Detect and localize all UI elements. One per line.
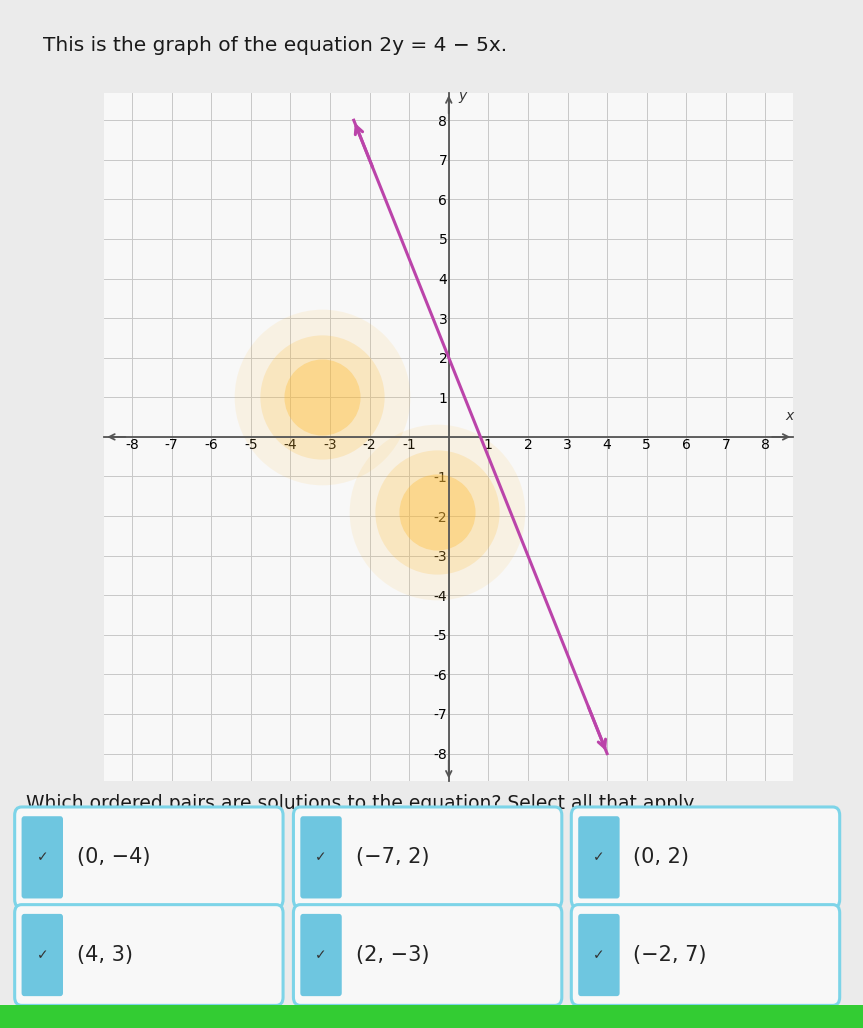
Text: (0, 2): (0, 2) [633, 847, 690, 868]
Text: ✓: ✓ [315, 850, 327, 865]
Text: y: y [458, 89, 467, 104]
Point [430, 504, 444, 520]
Text: (−2, 7): (−2, 7) [633, 945, 707, 965]
Point [430, 504, 444, 520]
Text: This is the graph of the equation 2y = 4 − 5x.: This is the graph of the equation 2y = 4… [43, 36, 507, 54]
Text: ✓: ✓ [593, 948, 605, 962]
Point [430, 504, 444, 520]
Text: ✓: ✓ [593, 850, 605, 865]
Point [315, 389, 329, 405]
Text: (4, 3): (4, 3) [77, 945, 133, 965]
Text: x: x [785, 409, 793, 424]
Text: ✓: ✓ [315, 948, 327, 962]
Point [315, 389, 329, 405]
Text: (0, −4): (0, −4) [77, 847, 150, 868]
Text: ✓: ✓ [36, 948, 48, 962]
Text: Which ordered pairs are solutions to the equation? Select all that apply.: Which ordered pairs are solutions to the… [26, 794, 697, 812]
Text: (−7, 2): (−7, 2) [356, 847, 429, 868]
Point [315, 389, 329, 405]
Text: (2, −3): (2, −3) [356, 945, 429, 965]
Text: ✓: ✓ [36, 850, 48, 865]
